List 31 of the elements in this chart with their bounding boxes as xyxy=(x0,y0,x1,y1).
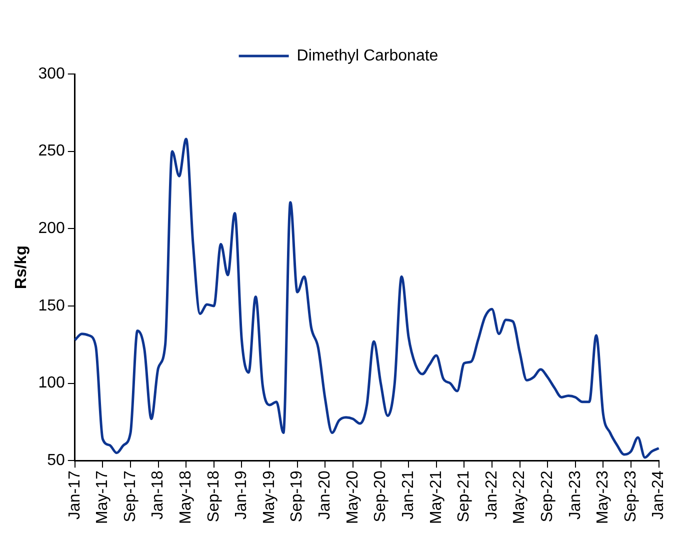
x-tick-label: Sep-17 xyxy=(122,470,139,522)
y-axis-title: Rs/kg xyxy=(13,246,30,290)
y-tick-label: 150 xyxy=(38,297,65,314)
y-tick-label: 300 xyxy=(38,65,65,82)
x-tick-label: May-22 xyxy=(511,470,528,524)
x-tick-label: Sep-23 xyxy=(622,470,640,522)
x-tick-label: May-21 xyxy=(428,470,445,524)
x-tick-label: Sep-21 xyxy=(456,470,473,522)
x-tick-label: Sep-20 xyxy=(372,470,390,522)
x-tick-label: May-20 xyxy=(344,470,362,524)
y-tick-label: 50 xyxy=(47,452,65,470)
x-tick-label: Sep-18 xyxy=(205,470,222,522)
x-tick-label: Jan-17 xyxy=(66,470,84,520)
x-tick-label: Jan-22 xyxy=(483,470,500,520)
y-tick-label: 250 xyxy=(38,142,65,160)
x-tick-label: May-19 xyxy=(260,470,278,524)
x-tick-label: Jan-24 xyxy=(650,470,668,520)
y-tick-label: 100 xyxy=(38,374,65,392)
x-tick-label: May-17 xyxy=(94,470,112,524)
y-tick-label: 200 xyxy=(38,220,65,238)
line-series xyxy=(74,138,660,459)
x-tick-label: Jan-19 xyxy=(233,470,250,520)
x-tick-label: May-18 xyxy=(178,470,195,524)
x-tick-label: Sep-19 xyxy=(288,470,306,522)
legend-label: Dimethyl Carbonate xyxy=(296,47,438,64)
x-tick-label: Jan-21 xyxy=(400,470,417,520)
x-tick-label: May-23 xyxy=(594,470,612,524)
x-tick-label: Jan-20 xyxy=(316,470,334,520)
x-tick-label: Jan-23 xyxy=(566,470,584,520)
x-tick-label: Sep-22 xyxy=(538,470,556,522)
x-tick-label: Jan-18 xyxy=(150,470,167,520)
